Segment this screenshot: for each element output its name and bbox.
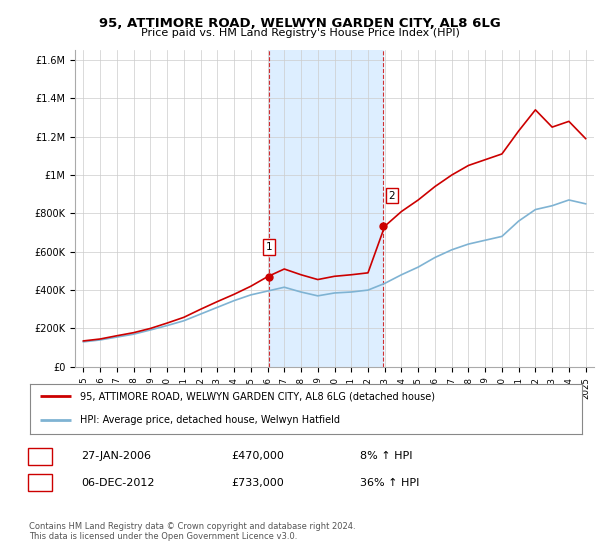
Text: 95, ATTIMORE ROAD, WELWYN GARDEN CITY, AL8 6LG: 95, ATTIMORE ROAD, WELWYN GARDEN CITY, A… (99, 17, 501, 30)
Text: 2: 2 (388, 190, 395, 200)
Text: £733,000: £733,000 (231, 478, 284, 488)
Text: 06-DEC-2012: 06-DEC-2012 (81, 478, 155, 488)
Text: 36% ↑ HPI: 36% ↑ HPI (360, 478, 419, 488)
Text: £470,000: £470,000 (231, 451, 284, 461)
Text: 2: 2 (37, 478, 44, 488)
Text: Contains HM Land Registry data © Crown copyright and database right 2024.
This d: Contains HM Land Registry data © Crown c… (29, 522, 355, 542)
Text: 8% ↑ HPI: 8% ↑ HPI (360, 451, 413, 461)
Text: HPI: Average price, detached house, Welwyn Hatfield: HPI: Average price, detached house, Welw… (80, 415, 340, 425)
Text: 27-JAN-2006: 27-JAN-2006 (81, 451, 151, 461)
Text: Price paid vs. HM Land Registry's House Price Index (HPI): Price paid vs. HM Land Registry's House … (140, 28, 460, 38)
Text: 1: 1 (266, 242, 272, 252)
Bar (269, 50, 383, 367)
Text: 95, ATTIMORE ROAD, WELWYN GARDEN CITY, AL8 6LG (detached house): 95, ATTIMORE ROAD, WELWYN GARDEN CITY, A… (80, 391, 434, 401)
Text: 1: 1 (37, 451, 44, 461)
